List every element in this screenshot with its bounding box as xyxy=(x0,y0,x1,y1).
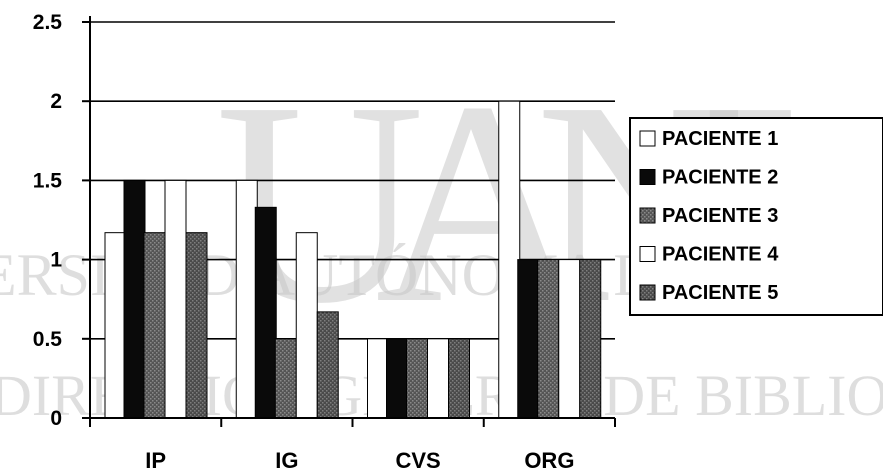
bar xyxy=(104,232,127,419)
x-category-label: IG xyxy=(275,448,298,473)
legend-swatch xyxy=(639,169,656,185)
bar xyxy=(164,179,187,419)
x-category-label: ORG xyxy=(524,448,574,473)
legend-label: PACIENTE 5 xyxy=(662,282,778,304)
bar xyxy=(274,338,297,419)
legend-swatch xyxy=(639,207,656,224)
y-tick-label: 2 xyxy=(50,90,62,113)
bar xyxy=(558,259,581,419)
legend-label: PACIENTE 1 xyxy=(662,128,778,150)
x-category-label: CVS xyxy=(396,448,441,473)
legend-swatch xyxy=(639,284,656,301)
bar xyxy=(386,338,408,419)
bar xyxy=(427,338,449,419)
bar xyxy=(235,179,258,419)
y-tick-label: 1 xyxy=(50,249,62,272)
legend-box xyxy=(629,117,883,316)
bar xyxy=(406,338,428,419)
bar xyxy=(185,232,208,419)
y-tick-label: 0 xyxy=(50,407,62,430)
legend-label: PACIENTE 2 xyxy=(662,167,778,189)
bar xyxy=(367,338,389,419)
bar xyxy=(537,259,560,419)
y-tick-labels: 0 0.5 1 1.5 2 2.5 xyxy=(33,11,63,430)
legend-label: PACIENTE 4 xyxy=(662,244,779,266)
x-category-label: IP xyxy=(145,448,166,473)
bar xyxy=(143,232,166,419)
legend-label: PACIENTE 3 xyxy=(662,205,778,227)
bar xyxy=(498,100,521,419)
bar xyxy=(316,311,339,419)
y-tick-label: 0.5 xyxy=(33,328,63,351)
bars xyxy=(104,100,602,419)
bar xyxy=(448,338,470,419)
bar xyxy=(295,232,318,419)
y-tick-label: 1.5 xyxy=(33,169,63,192)
bar xyxy=(579,259,602,419)
legend-swatch xyxy=(639,246,656,262)
bar xyxy=(254,206,277,419)
y-tick-label: 2.5 xyxy=(33,11,63,34)
legend: PACIENTE 1 PACIENTE 2 PACIENTE 3 PACIENTE 4… xyxy=(629,117,883,316)
bar xyxy=(517,259,540,419)
x-category-labels: IP IG CVS ORG xyxy=(145,448,574,473)
axes xyxy=(82,16,616,427)
legend-swatch xyxy=(639,130,656,147)
bar xyxy=(123,179,146,419)
